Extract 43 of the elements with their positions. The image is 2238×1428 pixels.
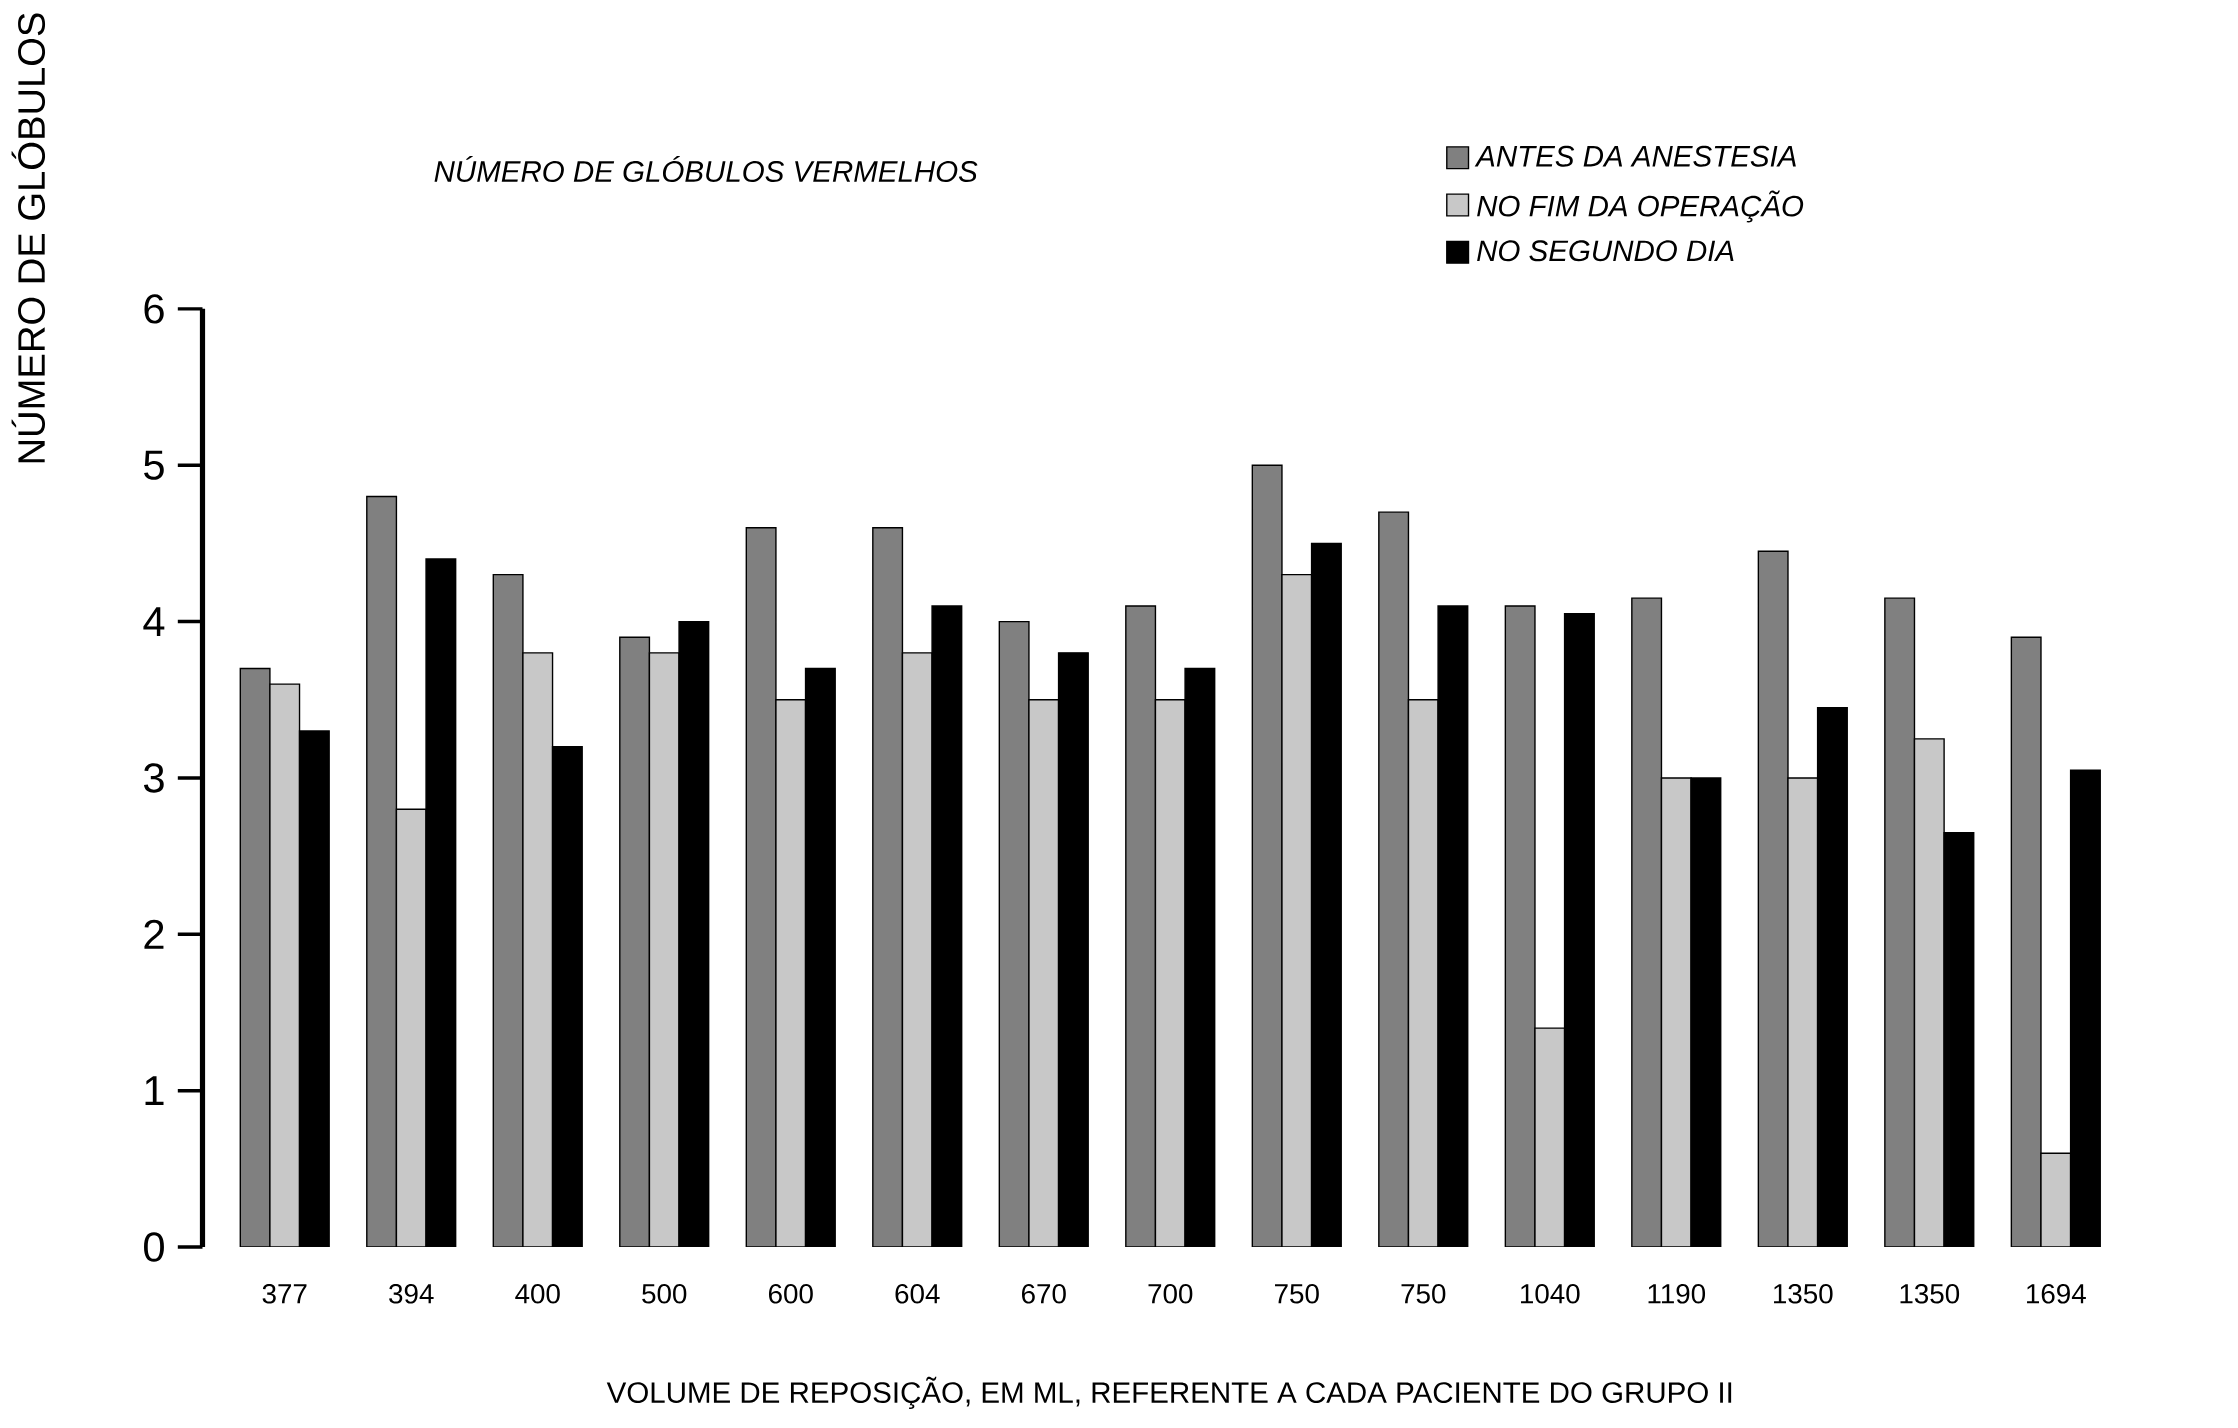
x-tick-label: 750 xyxy=(1275,1284,1319,1304)
bar xyxy=(1251,464,1283,1248)
bar xyxy=(998,621,1030,1248)
x-tick-label: 750 xyxy=(1401,1284,1446,1304)
bar xyxy=(1504,605,1536,1248)
x-tick-label: 1350 xyxy=(1900,1284,1960,1304)
x-tick-label: 670 xyxy=(1022,1284,1066,1304)
y-tick-label: 3 xyxy=(143,763,164,793)
x-axis-title: VOLUME DE REPOSIÇÃO, EM ML, REFERENTE A CADA PACIENTE DO GRUPO II xyxy=(606,1376,1732,1410)
y-tick-label: 2 xyxy=(144,919,164,949)
legend-label: NO SEGUNDO DIA xyxy=(1477,240,1734,262)
bar xyxy=(1125,605,1157,1248)
y-tick-label: 1 xyxy=(145,1076,164,1106)
bar xyxy=(2010,636,2042,1248)
y-tick-label: 4 xyxy=(143,607,165,637)
legend-label: NO FIM DA OPERAÇÃO xyxy=(1477,190,1804,223)
x-tick-label: 1040 xyxy=(1521,1284,1580,1304)
bar xyxy=(366,495,398,1248)
bar xyxy=(239,667,271,1248)
y-tick-label: 6 xyxy=(144,294,164,324)
y-axis-title: NÚMERO DE GLÓBULOS xyxy=(11,13,46,463)
x-tick-label: 377 xyxy=(262,1284,307,1304)
bar xyxy=(619,636,651,1248)
bar xyxy=(1757,550,1789,1248)
y-tick-label: 0 xyxy=(144,1232,164,1262)
x-tick-label: 400 xyxy=(515,1284,560,1304)
x-tick-label: 1350 xyxy=(1774,1284,1833,1304)
x-tick-label: 700 xyxy=(1148,1284,1193,1304)
x-tick-label: 394 xyxy=(389,1284,434,1304)
bar xyxy=(1884,597,1916,1248)
chart-title: NÚMERO DE GLÓBULOS VERMELHOS xyxy=(434,156,978,183)
x-tick-label: 600 xyxy=(769,1284,813,1304)
bar xyxy=(1631,597,1663,1248)
bar xyxy=(872,527,904,1248)
bar xyxy=(745,527,777,1248)
legend-label: ANTES DA ANESTESIA xyxy=(1474,145,1796,167)
bar xyxy=(1378,511,1410,1248)
y-tick-label: 5 xyxy=(144,450,164,480)
x-tick-label: 500 xyxy=(642,1284,687,1304)
x-tick-label: 604 xyxy=(895,1284,940,1304)
bar xyxy=(492,574,524,1248)
x-tick-label: 1190 xyxy=(1648,1284,1706,1304)
x-tick-label: 1694 xyxy=(2027,1284,2086,1304)
